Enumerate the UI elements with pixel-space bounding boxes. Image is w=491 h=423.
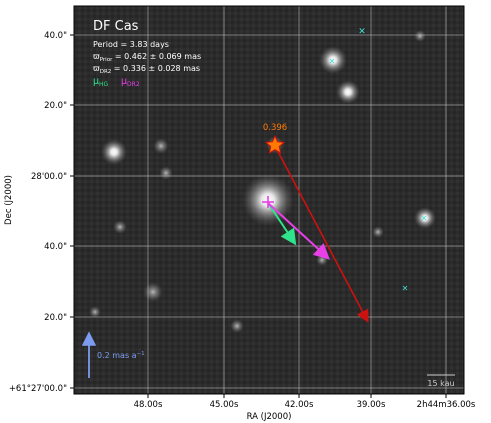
x-tick-label: 48.00s	[134, 400, 163, 410]
dr2-proper-motion-arrow	[267, 202, 330, 260]
period-text: Period = 3.83 days	[93, 40, 169, 49]
y-axis-label: Dec (J2000)	[4, 175, 14, 225]
hg-proper-motion-arrow	[267, 202, 297, 246]
y-tick-label: 20.0"	[44, 101, 67, 111]
dr2-parallax: ϖDR2 = 0.336 ± 0.028 mas	[93, 64, 200, 75]
plot-frame	[73, 5, 465, 395]
y-tick-label: 28'00.0"	[31, 172, 67, 182]
axis-ticks	[70, 34, 447, 398]
field-star	[143, 282, 163, 302]
x-tick-label: 45.00s	[210, 400, 239, 410]
x-tick-label: 42.00s	[285, 400, 314, 410]
coordinate-grid	[74, 6, 464, 394]
legend-dr2: μDR2	[121, 76, 140, 88]
field-star	[414, 30, 426, 42]
x-tick-label: 39.00s	[357, 400, 386, 410]
legend-hg: μHG	[93, 76, 109, 88]
target-cross-marker	[262, 196, 274, 208]
field-star	[230, 319, 244, 333]
companion-marker-icon: ✕	[421, 214, 428, 223]
field-star	[89, 306, 101, 318]
y-tick-label: 40.0"	[44, 31, 67, 41]
y-tick-label: +61°27'00.0"	[9, 384, 67, 394]
info-panel: DF Cas Period = 3.83 days ϖPrior = 0.462…	[93, 19, 201, 88]
companion-marker-icon: ✕	[402, 284, 409, 293]
x-axis-label: RA (J2000)	[247, 412, 292, 422]
field-star	[336, 80, 360, 104]
marker-label: 0.396	[263, 123, 287, 133]
object-name: DF Cas	[93, 19, 139, 34]
scale-arrow-label: 0.2 mas a−1	[97, 351, 145, 360]
field-star	[101, 139, 127, 165]
field-star	[153, 138, 169, 154]
y-tick-label: 20.0"	[44, 313, 67, 323]
companion-marker-icon: ✕	[358, 27, 366, 37]
field-star	[372, 226, 384, 238]
field-star	[319, 46, 347, 74]
red-arrow	[274, 145, 369, 323]
star-marker-icon	[264, 134, 286, 155]
field-star	[414, 207, 436, 229]
x-tick-label: 2h44m36.00s	[417, 400, 476, 410]
field-star	[113, 220, 127, 234]
field-star	[159, 166, 173, 180]
scale-bar-label: 15 kau	[427, 379, 454, 388]
prior-parallax: ϖPrior = 0.462 ± 0.069 mas	[93, 52, 201, 63]
companion-marker-icon: ✕	[329, 57, 336, 66]
y-tick-label: 40.0"	[44, 242, 67, 252]
